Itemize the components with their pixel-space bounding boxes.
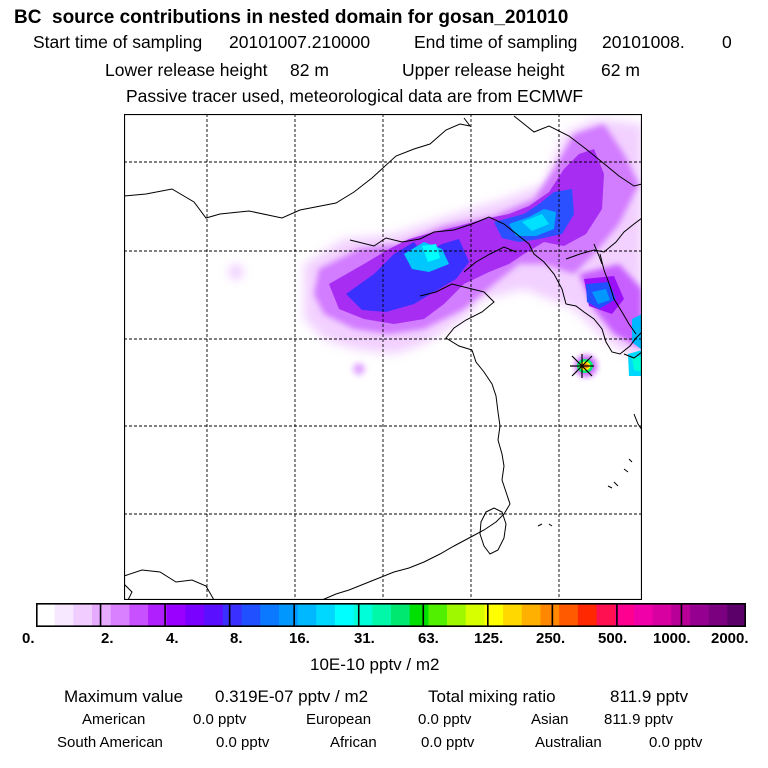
region-value: 811.9 pptv xyxy=(604,711,673,728)
colorbar-dividers xyxy=(99,603,683,627)
colorbar-cell xyxy=(185,603,205,627)
colorbar-tick-label: 250. xyxy=(536,630,566,647)
colorbar-cell xyxy=(110,603,131,627)
colorbar xyxy=(36,603,746,627)
colorbar-cell xyxy=(409,603,429,627)
colorbar-tick-label: 16. xyxy=(289,630,310,647)
tracer-note: Passive tracer used, meteorological data… xyxy=(126,86,584,106)
colorbar-cells xyxy=(36,603,746,627)
colorbar-cell xyxy=(521,603,542,627)
colorbar-cell xyxy=(92,603,112,627)
colorbar-cell xyxy=(73,603,93,627)
colorbar-tick-label: 125. xyxy=(474,630,504,647)
plume-cyan xyxy=(404,209,642,376)
end-time-suffix: 0 xyxy=(722,32,732,52)
region-name: European xyxy=(306,711,372,728)
map-coastlines xyxy=(124,115,642,600)
colorbar-cell xyxy=(708,603,728,627)
colorbar-tick-label: 4. xyxy=(166,630,179,647)
region-name: American xyxy=(82,711,146,728)
colorbar-cell xyxy=(372,603,392,627)
colorbar-cell xyxy=(652,603,672,627)
upper-height-label: Upper release height xyxy=(402,60,565,80)
region-value: 0.0 pptv xyxy=(418,711,472,728)
colorbar-cell xyxy=(633,603,654,627)
max-value-label: Maximum value xyxy=(64,687,184,706)
colorbar-tick-label: 500. xyxy=(598,630,628,647)
region-name: African xyxy=(330,734,377,751)
max-value: 0.319E-07 pptv / m2 xyxy=(215,687,369,706)
upper-height-value: 62 m xyxy=(601,60,640,80)
colorbar-tick-label: 31. xyxy=(354,630,375,647)
colorbar-tick-label: 63. xyxy=(418,630,439,647)
region-value: 0.0 pptv xyxy=(193,711,247,728)
colorbar-tick-label: 2. xyxy=(101,630,114,647)
colorbar-cell xyxy=(465,603,486,627)
colorbar-cell xyxy=(596,603,616,627)
region-name: Australian xyxy=(535,734,602,751)
total-mixing-label: Total mixing ratio xyxy=(428,687,556,706)
chart-title: BC source contributions in nested domain… xyxy=(14,7,569,28)
end-time-value: 20101008. xyxy=(602,32,685,52)
end-time-label: End time of sampling xyxy=(414,32,578,52)
lower-height-value: 82 m xyxy=(290,60,329,80)
region-value: 0.0 pptv xyxy=(216,734,270,751)
region-value: 0.0 pptv xyxy=(649,734,703,751)
colorbar-tick-label: 1000. xyxy=(653,630,691,647)
colorbar-cell xyxy=(204,603,224,627)
colorbar-cell xyxy=(353,603,373,627)
colorbar-tick-label: 8. xyxy=(230,630,243,647)
map-frame xyxy=(124,114,642,600)
region-value: 0.0 pptv xyxy=(421,734,475,751)
colorbar-cell xyxy=(689,603,710,627)
colorbar-cell xyxy=(54,603,74,627)
colorbar-cell xyxy=(727,603,746,627)
colorbar-cell xyxy=(241,603,261,627)
total-mixing-value: 811.9 pptv xyxy=(610,687,689,706)
colorbar-cell xyxy=(260,603,280,627)
colorbar-cell xyxy=(166,603,187,627)
colorbar-cell xyxy=(559,603,579,627)
colorbar-cell xyxy=(391,603,411,627)
colorbar-cell xyxy=(484,603,504,627)
colorbar-cell xyxy=(428,603,448,627)
colorbar-cell xyxy=(615,603,635,627)
colorbar-cell xyxy=(316,603,336,627)
colorbar-tick-label: 2000. xyxy=(711,630,749,647)
colorbar-cell xyxy=(334,603,355,627)
start-time-label: Start time of sampling xyxy=(33,32,203,52)
colorbar-cell xyxy=(297,603,317,627)
colorbar-cell xyxy=(222,603,243,627)
colorbar-tick-label: 0. xyxy=(22,630,35,647)
colorbar-cell xyxy=(148,603,168,627)
colorbar-cell xyxy=(278,603,299,627)
colorbar-cell xyxy=(447,603,467,627)
lower-height-label: Lower release height xyxy=(105,60,268,80)
colorbar-cell xyxy=(503,603,523,627)
receptor-marker-gosan xyxy=(570,354,594,378)
colorbar-cell xyxy=(36,603,56,627)
map-graticule xyxy=(124,114,642,600)
contribution-map xyxy=(124,114,642,600)
start-time-value: 20101007.210000 xyxy=(229,32,371,52)
colorbar-cell xyxy=(540,603,560,627)
region-name: South American xyxy=(57,734,163,751)
colorbar-cell xyxy=(577,603,598,627)
colorbar-cell xyxy=(129,603,149,627)
colorbar-frame xyxy=(36,603,746,627)
region-name: Asian xyxy=(531,711,569,728)
colorbar-unit-label: 10E-10 pptv / m2 xyxy=(310,655,440,674)
